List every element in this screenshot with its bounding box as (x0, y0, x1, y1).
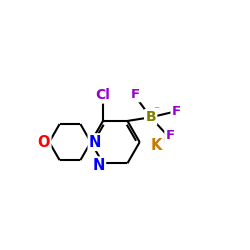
Text: ⁻: ⁻ (153, 104, 159, 117)
Text: O: O (38, 134, 50, 150)
Text: F: F (131, 88, 140, 101)
Text: F: F (172, 105, 181, 118)
Text: Cl: Cl (96, 88, 110, 102)
Text: F: F (166, 129, 175, 142)
Text: O: O (38, 134, 50, 150)
Text: F: F (166, 129, 175, 142)
Text: N: N (89, 134, 101, 150)
Text: N: N (92, 158, 105, 173)
Text: F: F (172, 105, 181, 118)
Text: K: K (151, 138, 162, 153)
Text: Cl: Cl (96, 88, 110, 102)
Text: F: F (131, 88, 140, 101)
Text: +: + (160, 135, 169, 145)
Text: B: B (145, 110, 156, 124)
Text: B: B (145, 110, 156, 124)
Text: N: N (89, 134, 101, 150)
Text: N: N (92, 158, 105, 173)
Text: K: K (151, 138, 162, 153)
